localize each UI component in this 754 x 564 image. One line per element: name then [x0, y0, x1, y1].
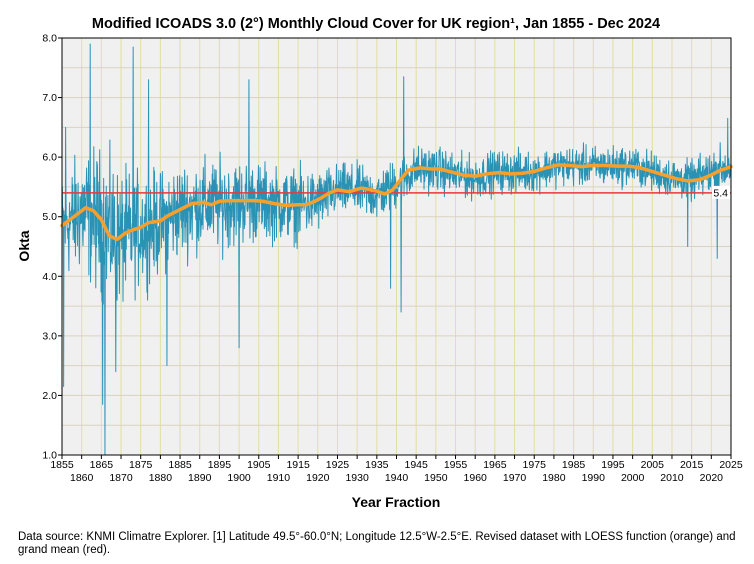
x-tick-label: 1885 — [168, 459, 192, 471]
grand-mean-label: 5.4 — [713, 187, 728, 199]
x-tick-label: 1950 — [424, 472, 448, 484]
loess-series — [60, 163, 733, 242]
y-tick-label: 3.0 — [42, 330, 57, 342]
chart-title: Modified ICOADS 3.0 (2°) Monthly Cloud C… — [92, 16, 660, 32]
loess-curve — [60, 163, 733, 242]
y-tick-label: 5.0 — [42, 211, 57, 223]
x-tick-label: 1880 — [149, 472, 173, 484]
x-tick-label: 1945 — [404, 459, 428, 471]
x-tick-label: 2025 — [719, 459, 743, 471]
y-axis-ticks: 1.0 2.0 3.0 4.0 5.0 6.0 7.0 8.0 — [42, 33, 62, 462]
x-tick-label: 1965 — [483, 459, 507, 471]
x-tick-label: 2015 — [680, 459, 704, 471]
x-tick-label: 1960 — [464, 472, 488, 484]
x-tick-label: 1940 — [385, 472, 409, 484]
monthly-cloud-cover-line — [61, 43, 732, 456]
horizontal-gridlines — [62, 67, 731, 426]
x-tick-label: 2000 — [621, 472, 645, 484]
x-tick-label: 1915 — [286, 459, 310, 471]
x-tick-label: 1920 — [306, 472, 330, 484]
monthly-series — [61, 43, 732, 456]
annotations: 5.4 — [712, 185, 730, 199]
y-tick-label: 6.0 — [42, 152, 57, 164]
x-tick-label: 1910 — [267, 472, 291, 484]
x-tick-label: 1975 — [523, 459, 547, 471]
y-tick-label: 4.0 — [42, 271, 57, 283]
y-tick-label: 7.0 — [42, 92, 57, 104]
y-tick-label: 8.0 — [42, 33, 57, 45]
x-tick-label: 2005 — [641, 459, 665, 471]
x-tick-label: 1865 — [90, 459, 114, 471]
x-tick-label: 1900 — [227, 472, 251, 484]
y-axis-title: Okta — [16, 230, 32, 261]
x-tick-label: 1980 — [542, 472, 566, 484]
x-tick-label: 1955 — [444, 459, 468, 471]
x-tick-label: 1935 — [365, 459, 389, 471]
x-tick-label: 1895 — [208, 459, 232, 471]
x-tick-label: 1870 — [109, 472, 133, 484]
x-tick-label: 1990 — [582, 472, 606, 484]
x-tick-label: 2020 — [700, 472, 724, 484]
x-tick-label: 1905 — [247, 459, 271, 471]
x-axis-title: Year Fraction — [352, 494, 441, 510]
x-tick-label: 2010 — [660, 472, 684, 484]
y-tick-label: 1.0 — [42, 450, 57, 462]
x-tick-label: 1890 — [188, 472, 212, 484]
x-tick-label: 1985 — [562, 459, 586, 471]
x-axis-ticks: 1855 1865 1875 1885 1895 1905 1915 1925 1935 1945… — [50, 455, 743, 484]
x-tick-label: 1930 — [345, 472, 369, 484]
data-source-caption: Data source: KNMI Climatre Explorer. [1]… — [18, 531, 736, 556]
y-tick-label: 2.0 — [42, 390, 57, 402]
grand-mean-label-box — [712, 185, 730, 199]
x-tick-label: 1860 — [70, 472, 94, 484]
x-tick-label: 1855 — [50, 459, 74, 471]
x-tick-label: 1995 — [601, 459, 625, 471]
x-tick-label: 1970 — [503, 472, 527, 484]
x-tick-label: 1925 — [326, 459, 350, 471]
x-tick-label: 1875 — [129, 459, 153, 471]
